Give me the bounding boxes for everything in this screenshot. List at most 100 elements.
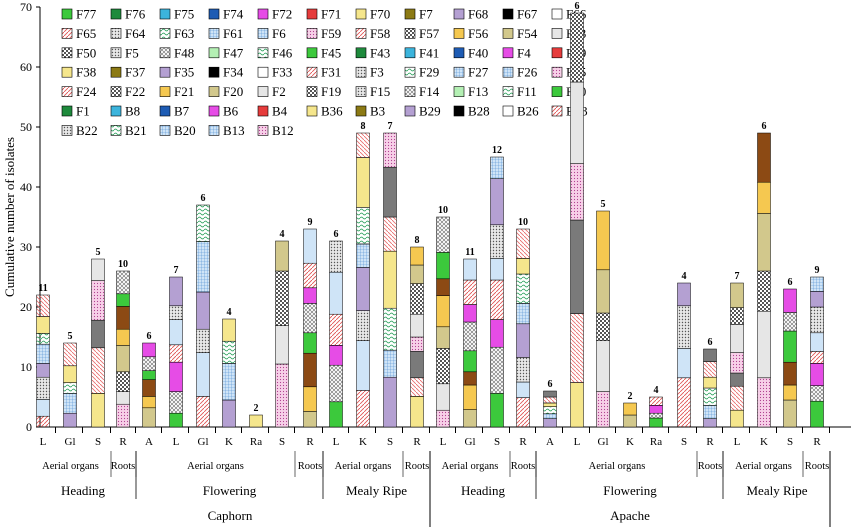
legend-swatch	[208, 86, 220, 97]
x-tick-label: S	[387, 436, 393, 448]
bar-segment	[63, 365, 77, 383]
legend-swatch	[404, 28, 416, 39]
bar-segment	[142, 407, 156, 428]
legend-entry: F40	[468, 45, 488, 60]
legend-swatch	[110, 66, 122, 78]
bar-segment	[730, 324, 744, 353]
bar-segment	[757, 270, 771, 312]
x-tick-label: K	[225, 436, 233, 448]
legend-swatch	[159, 28, 171, 39]
legend-swatch	[404, 105, 416, 117]
bar-segment	[169, 305, 183, 320]
organ-group-label: Roots	[698, 461, 723, 472]
bar-species-count: 11	[465, 247, 474, 258]
bar-segment	[142, 379, 156, 397]
bar-segment	[436, 216, 450, 253]
bar-segment	[116, 403, 130, 428]
legend-swatch	[61, 8, 73, 20]
legend-entry: F76	[125, 7, 146, 22]
legend-swatch	[453, 66, 465, 78]
legend-entry: F14	[419, 84, 440, 99]
x-tick-label: R	[119, 436, 127, 448]
bar-segment	[436, 295, 450, 328]
bar-segment	[275, 325, 289, 365]
legend-entry: F24	[76, 84, 97, 99]
bar-segment	[356, 132, 370, 158]
legend-swatch	[110, 8, 122, 20]
legend-entry: F70	[370, 7, 390, 22]
legend-entry: B12	[272, 123, 294, 138]
legend-swatch	[453, 86, 465, 97]
x-tick-label: R	[413, 436, 421, 448]
legend-swatch	[355, 47, 367, 59]
bar-segment	[596, 210, 610, 271]
organ-group-label: Roots	[511, 461, 536, 472]
legend-swatch	[355, 8, 367, 20]
x-tick-label: S	[494, 436, 500, 448]
bar-segment	[356, 157, 370, 208]
bar-segment	[810, 276, 824, 292]
organ-group-label: Roots	[298, 461, 323, 472]
bar-segment	[757, 132, 771, 183]
legend-swatch	[110, 86, 122, 97]
bar-segment	[543, 396, 557, 404]
x-tick-label: L	[40, 436, 47, 448]
bar-segment	[116, 371, 130, 392]
bar-segment	[383, 349, 397, 378]
legend-swatch	[159, 47, 171, 59]
legend-entry: F1	[76, 104, 90, 119]
legend-swatch	[453, 8, 465, 20]
legend-entry: F47	[223, 45, 244, 60]
legend-swatch	[159, 8, 171, 20]
bar-segment	[623, 414, 637, 428]
legend-swatch	[551, 66, 563, 78]
bar-segment	[703, 405, 717, 419]
legend-entry: F33	[272, 65, 292, 80]
organ-group-label: Aerial organs	[735, 461, 792, 472]
y-tick-label: 60	[20, 60, 32, 74]
bar-segment	[649, 405, 663, 414]
legend-entry: F19	[321, 84, 341, 99]
bar-segment	[249, 414, 263, 428]
bar-species-count: 4	[654, 385, 659, 396]
bar-segment	[36, 294, 50, 317]
bar-segment	[356, 267, 370, 311]
bar-segment	[649, 417, 663, 428]
x-tick-label: S	[681, 436, 687, 448]
legend-entry: F27	[468, 65, 489, 80]
bar-species-count: 10	[438, 205, 448, 216]
legend-entry: F46	[272, 45, 293, 60]
bar-segment	[356, 243, 370, 268]
legend-swatch	[159, 105, 171, 117]
legend-swatch	[306, 105, 318, 117]
legend-entry: F64	[125, 26, 146, 41]
legend-entry: F67	[517, 7, 538, 22]
legend-swatch	[61, 47, 73, 59]
legend-swatch	[502, 28, 514, 39]
bar-segment	[516, 323, 530, 358]
bar-segment	[757, 377, 771, 428]
bar-segment	[436, 383, 450, 411]
bar-segment	[436, 409, 450, 428]
organ-group-label: Aerial organs	[42, 461, 99, 472]
bar-species-count: 6	[762, 121, 767, 132]
bar-segment	[356, 340, 370, 391]
bar-segment	[757, 181, 771, 214]
bar-species-count: 7	[735, 271, 740, 282]
legend-entry: F4	[517, 45, 531, 60]
bar-segment	[63, 382, 77, 394]
bar-segment	[303, 228, 317, 264]
x-tick-label: R	[519, 436, 527, 448]
legend-swatch	[208, 28, 220, 39]
bar-segment	[329, 401, 343, 428]
legend-swatch	[502, 66, 514, 78]
legend-entry: F2	[272, 84, 286, 99]
bar-species-count: 8	[415, 235, 420, 246]
x-tick-label: S	[95, 436, 101, 448]
x-tick-label: Gl	[198, 436, 209, 448]
bar-segment	[275, 240, 289, 272]
bar-segment	[516, 357, 530, 383]
bar-segment	[196, 352, 210, 397]
bar-segment	[463, 409, 477, 428]
legend-swatch	[61, 66, 73, 78]
